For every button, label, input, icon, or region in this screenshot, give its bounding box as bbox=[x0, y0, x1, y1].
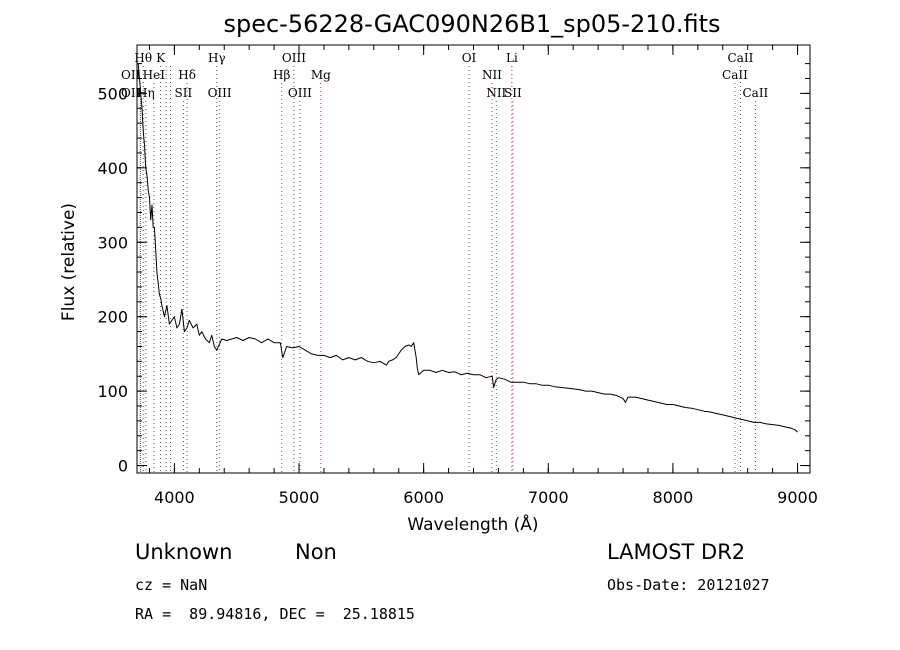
x-tick-label: 8000 bbox=[653, 488, 694, 507]
line-label: HeI bbox=[143, 68, 166, 82]
survey-name: LAMOST DR2 bbox=[607, 540, 746, 564]
x-tick-label: 4000 bbox=[154, 488, 195, 507]
plot-frame bbox=[136, 44, 811, 474]
line-label: OIII bbox=[288, 86, 312, 100]
redshift-cz: cz = NaN bbox=[135, 576, 208, 594]
line-label: Hβ bbox=[273, 68, 290, 82]
observation-date: Obs-Date: 20121027 bbox=[607, 576, 770, 594]
line-label: OII bbox=[121, 86, 141, 100]
line-label: OIII bbox=[208, 86, 232, 100]
y-tick-label: 0 bbox=[118, 457, 128, 476]
line-label: K bbox=[156, 51, 166, 65]
line-label: Hθ bbox=[134, 51, 152, 65]
y-tick-label: 200 bbox=[97, 308, 128, 327]
line-label: Hδ bbox=[178, 68, 196, 82]
line-label: Li bbox=[506, 51, 518, 65]
line-label: SII bbox=[175, 86, 193, 100]
line-label: NII bbox=[486, 86, 506, 100]
x-tick-label: 6000 bbox=[403, 488, 444, 507]
spectrum-line bbox=[137, 63, 798, 433]
line-label: NII bbox=[482, 68, 502, 82]
spectrum-series bbox=[137, 63, 798, 433]
line-label: CaII bbox=[722, 68, 748, 82]
spectral-line-markers: OIIOIIHθHηHeIKSIIHδHγOIIIHβOIIIOIIIMgOIN… bbox=[121, 51, 769, 473]
line-label: Mg bbox=[311, 68, 331, 82]
y-tick-label: 400 bbox=[97, 159, 128, 178]
line-label: OII bbox=[121, 68, 141, 82]
line-label: CaII bbox=[728, 51, 754, 65]
x-tick-label: 5000 bbox=[279, 488, 320, 507]
y-tick-label: 300 bbox=[97, 233, 128, 252]
chart-title: spec-56228-GAC090N26B1_sp05-210.fits bbox=[223, 10, 720, 38]
x-axis-label: Wavelength (Å) bbox=[407, 513, 538, 535]
x-tick-label: 9000 bbox=[777, 488, 818, 507]
line-label: OIII bbox=[282, 51, 306, 65]
axis-ticks: 4000 5000 6000 7000 8000 9000 0 100 200 300 400 500 bbox=[97, 45, 818, 507]
x-tick-label: 7000 bbox=[528, 488, 569, 507]
object-subclass: Non bbox=[295, 540, 337, 564]
y-tick-label: 100 bbox=[97, 382, 128, 401]
spectrum-chart: spec-56228-GAC090N26B1_sp05-210.fits OII… bbox=[59, 10, 818, 535]
line-label: SII bbox=[504, 86, 522, 100]
y-tick-label: 500 bbox=[97, 84, 128, 103]
object-class: Unknown bbox=[135, 540, 233, 564]
sky-coordinates: RA = 89.94816, DEC = 25.18815 bbox=[135, 605, 415, 623]
line-label: OI bbox=[462, 51, 477, 65]
line-label: Hγ bbox=[208, 51, 226, 65]
line-label: CaII bbox=[742, 86, 768, 100]
y-axis-label: Flux (relative) bbox=[59, 203, 79, 321]
